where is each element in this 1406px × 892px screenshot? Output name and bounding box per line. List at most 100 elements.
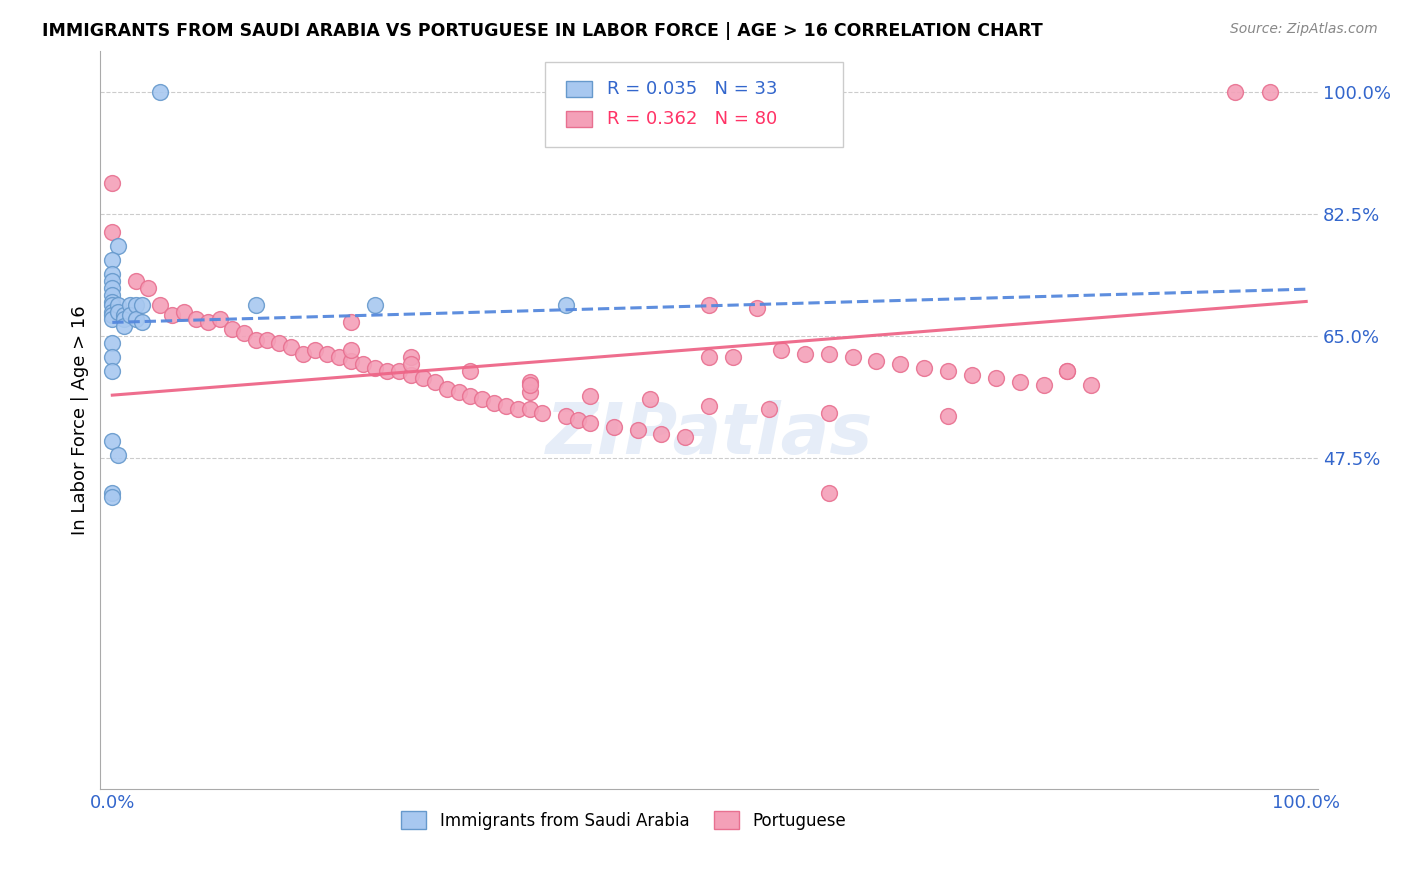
Point [579,417,602,431]
Point [1260,86,1282,100]
Text: Source: ZipAtlas.com: Source: ZipAtlas.com [1230,22,1378,37]
Point [399,368,422,382]
Point [375,364,398,378]
Point [519,375,541,389]
Point [107,305,129,319]
Point [101,486,124,500]
Point [120,298,142,312]
Point [519,402,541,417]
Point [292,347,315,361]
Text: R = 0.035   N = 33: R = 0.035 N = 33 [607,80,778,98]
Point [112,318,135,333]
Point [101,305,124,319]
Point [399,350,422,364]
Point [567,413,589,427]
Point [131,298,153,312]
Point [721,350,744,364]
Point [160,309,183,323]
Point [101,176,124,190]
Point [101,287,124,301]
Point [697,399,720,413]
Point [484,395,506,409]
Bar [565,81,592,97]
Point [340,343,363,358]
Text: IMMIGRANTS FROM SAUDI ARABIA VS PORTUGUESE IN LABOR FORCE | AGE > 16 CORRELATION: IMMIGRANTS FROM SAUDI ARABIA VS PORTUGUE… [42,22,1043,40]
Point [650,426,672,441]
Point [120,309,142,323]
Point [793,347,815,361]
Point [340,315,363,329]
Point [447,385,470,400]
Point [519,385,541,400]
Point [436,382,458,396]
Point [508,402,530,417]
Point [101,274,124,288]
Point [208,312,231,326]
Point [256,333,278,347]
Point [579,388,602,402]
Point [1032,378,1054,392]
Point [471,392,494,406]
Point [460,364,482,378]
Point [316,347,339,361]
Point [112,309,135,323]
Bar [565,111,592,127]
Y-axis label: In Labor Force | Age > 16: In Labor Force | Age > 16 [72,305,89,535]
Point [107,298,129,312]
Point [1056,364,1078,378]
Point [101,312,124,326]
Point [1008,375,1031,389]
Point [865,353,887,368]
Point [101,434,124,448]
Point [131,315,153,329]
Point [101,225,124,239]
Point [107,448,129,462]
Point [817,347,839,361]
Point [531,406,554,420]
Point [460,388,482,402]
Point [245,333,267,347]
Point [125,312,148,326]
Point [149,86,172,100]
Point [697,350,720,364]
Point [1080,378,1102,392]
Point [817,406,839,420]
Point [149,298,172,312]
Point [101,252,124,267]
Point [136,280,159,294]
Point [125,298,148,312]
Point [101,336,124,351]
Point [626,424,648,438]
Point [555,409,578,424]
Point [697,298,720,312]
Point [328,350,350,364]
Point [495,399,517,413]
Point [1056,364,1078,378]
Point [245,298,267,312]
Point [745,301,768,316]
Point [101,490,124,504]
Point [841,350,863,364]
Point [101,350,124,364]
Point [912,360,935,375]
Point [1223,86,1246,100]
Point [101,309,124,323]
Point [304,343,326,358]
Point [984,371,1007,385]
Point [340,353,363,368]
Point [112,312,135,326]
Point [758,402,780,417]
Point [269,336,291,351]
Text: ZIPatlas: ZIPatlas [546,401,873,469]
Text: R = 0.362   N = 80: R = 0.362 N = 80 [607,110,778,128]
Point [936,364,959,378]
Point [101,298,124,312]
Point [936,409,959,424]
Point [555,298,578,312]
Point [184,312,207,326]
Point [817,486,839,500]
Point [221,322,243,336]
Legend: Immigrants from Saudi Arabia, Portuguese: Immigrants from Saudi Arabia, Portuguese [395,805,853,837]
Point [364,360,387,375]
Point [412,371,434,385]
